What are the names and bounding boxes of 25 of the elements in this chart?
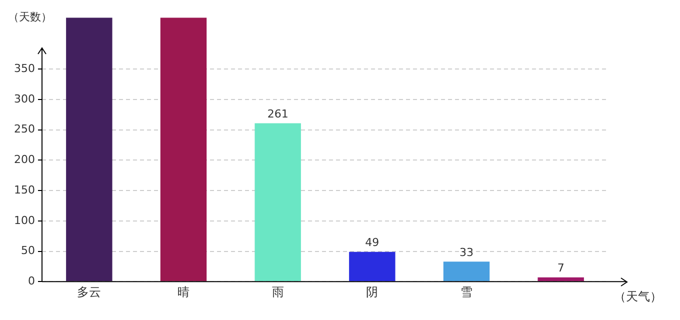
x-tick-label: 晴 xyxy=(178,284,190,299)
data-label: 7 xyxy=(557,262,564,275)
x-axis-title: （天气） xyxy=(614,290,662,304)
y-axis-title: （天数） xyxy=(8,10,52,24)
x-tick-label: 雪 xyxy=(460,284,472,299)
x-tick-label: 多云 xyxy=(77,284,102,299)
bar xyxy=(538,277,584,282)
y-tick-label: 100 xyxy=(14,214,35,227)
data-label: 49 xyxy=(365,236,380,250)
y-tick-label: 250 xyxy=(14,122,35,136)
data-label: 261 xyxy=(267,108,288,121)
y-tick-label: 300 xyxy=(14,92,35,106)
y-tick-label: 150 xyxy=(14,183,35,196)
y-tick-label: 0 xyxy=(28,274,35,288)
bar xyxy=(254,123,301,282)
bar xyxy=(349,252,396,282)
y-tick-label: 200 xyxy=(14,153,35,166)
x-tick-label: 阴 xyxy=(366,284,378,299)
y-tick-label: 350 xyxy=(14,62,35,76)
x-tick-label: 雨 xyxy=(272,284,284,299)
data-label: 33 xyxy=(460,246,474,259)
y-tick-label: 50 xyxy=(21,244,35,258)
bar xyxy=(443,262,490,282)
bar xyxy=(160,18,207,282)
bar xyxy=(66,18,112,282)
